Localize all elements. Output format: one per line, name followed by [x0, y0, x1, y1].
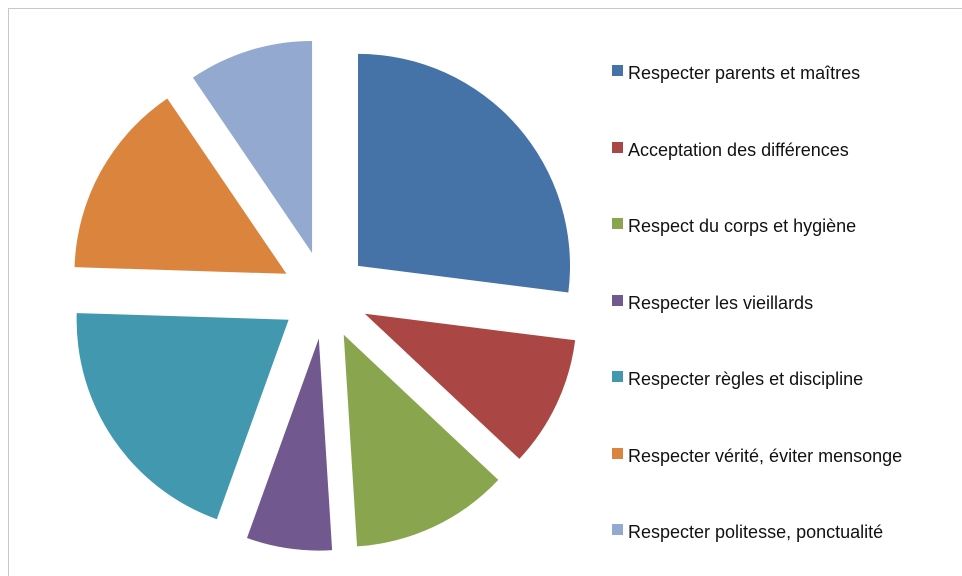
pie-slice — [76, 313, 289, 520]
legend-label: Acceptation des différences — [628, 139, 849, 160]
legend-item: Respecter parents et maîtres — [612, 58, 952, 89]
legend-item: Respecter règles et discipline — [612, 364, 952, 395]
legend-label: Respect du corps et hygiène — [628, 216, 857, 236]
legend-swatch — [612, 371, 623, 382]
legend-item: Respecter vérité, éviter mensonge — [612, 441, 952, 472]
legend-swatch — [612, 524, 623, 535]
legend-swatch — [612, 65, 623, 76]
legend-label: Respecter règles et discipline — [628, 369, 864, 389]
pie-slice — [246, 338, 333, 551]
pie-slice — [343, 334, 499, 547]
legend-item: Respecter les vieillards — [612, 288, 952, 319]
pie-chart — [74, 40, 576, 551]
legend-swatch — [612, 218, 623, 229]
legend-label: Respecter politesse, ponctualité — [628, 522, 884, 542]
pie-slice — [192, 40, 313, 253]
chart-frame — [8, 8, 962, 576]
legend-item: Acceptation des différences — [612, 135, 952, 166]
legend-item: Respecter politesse, ponctualité — [612, 517, 952, 548]
legend-swatch — [612, 447, 623, 459]
legend-label: Respecter parents et maîtres — [628, 63, 861, 83]
legend-item: Respect du corps et hygiène — [612, 211, 952, 242]
legend-swatch — [612, 141, 623, 153]
legend-label: Respecter vérité, éviter mensonge — [628, 445, 903, 466]
pie-slice — [74, 98, 287, 274]
legend-swatch — [612, 294, 623, 306]
legend-label: Respecter les vieillards — [628, 292, 814, 313]
pie-slice — [358, 53, 571, 293]
pie-slice — [364, 313, 576, 459]
